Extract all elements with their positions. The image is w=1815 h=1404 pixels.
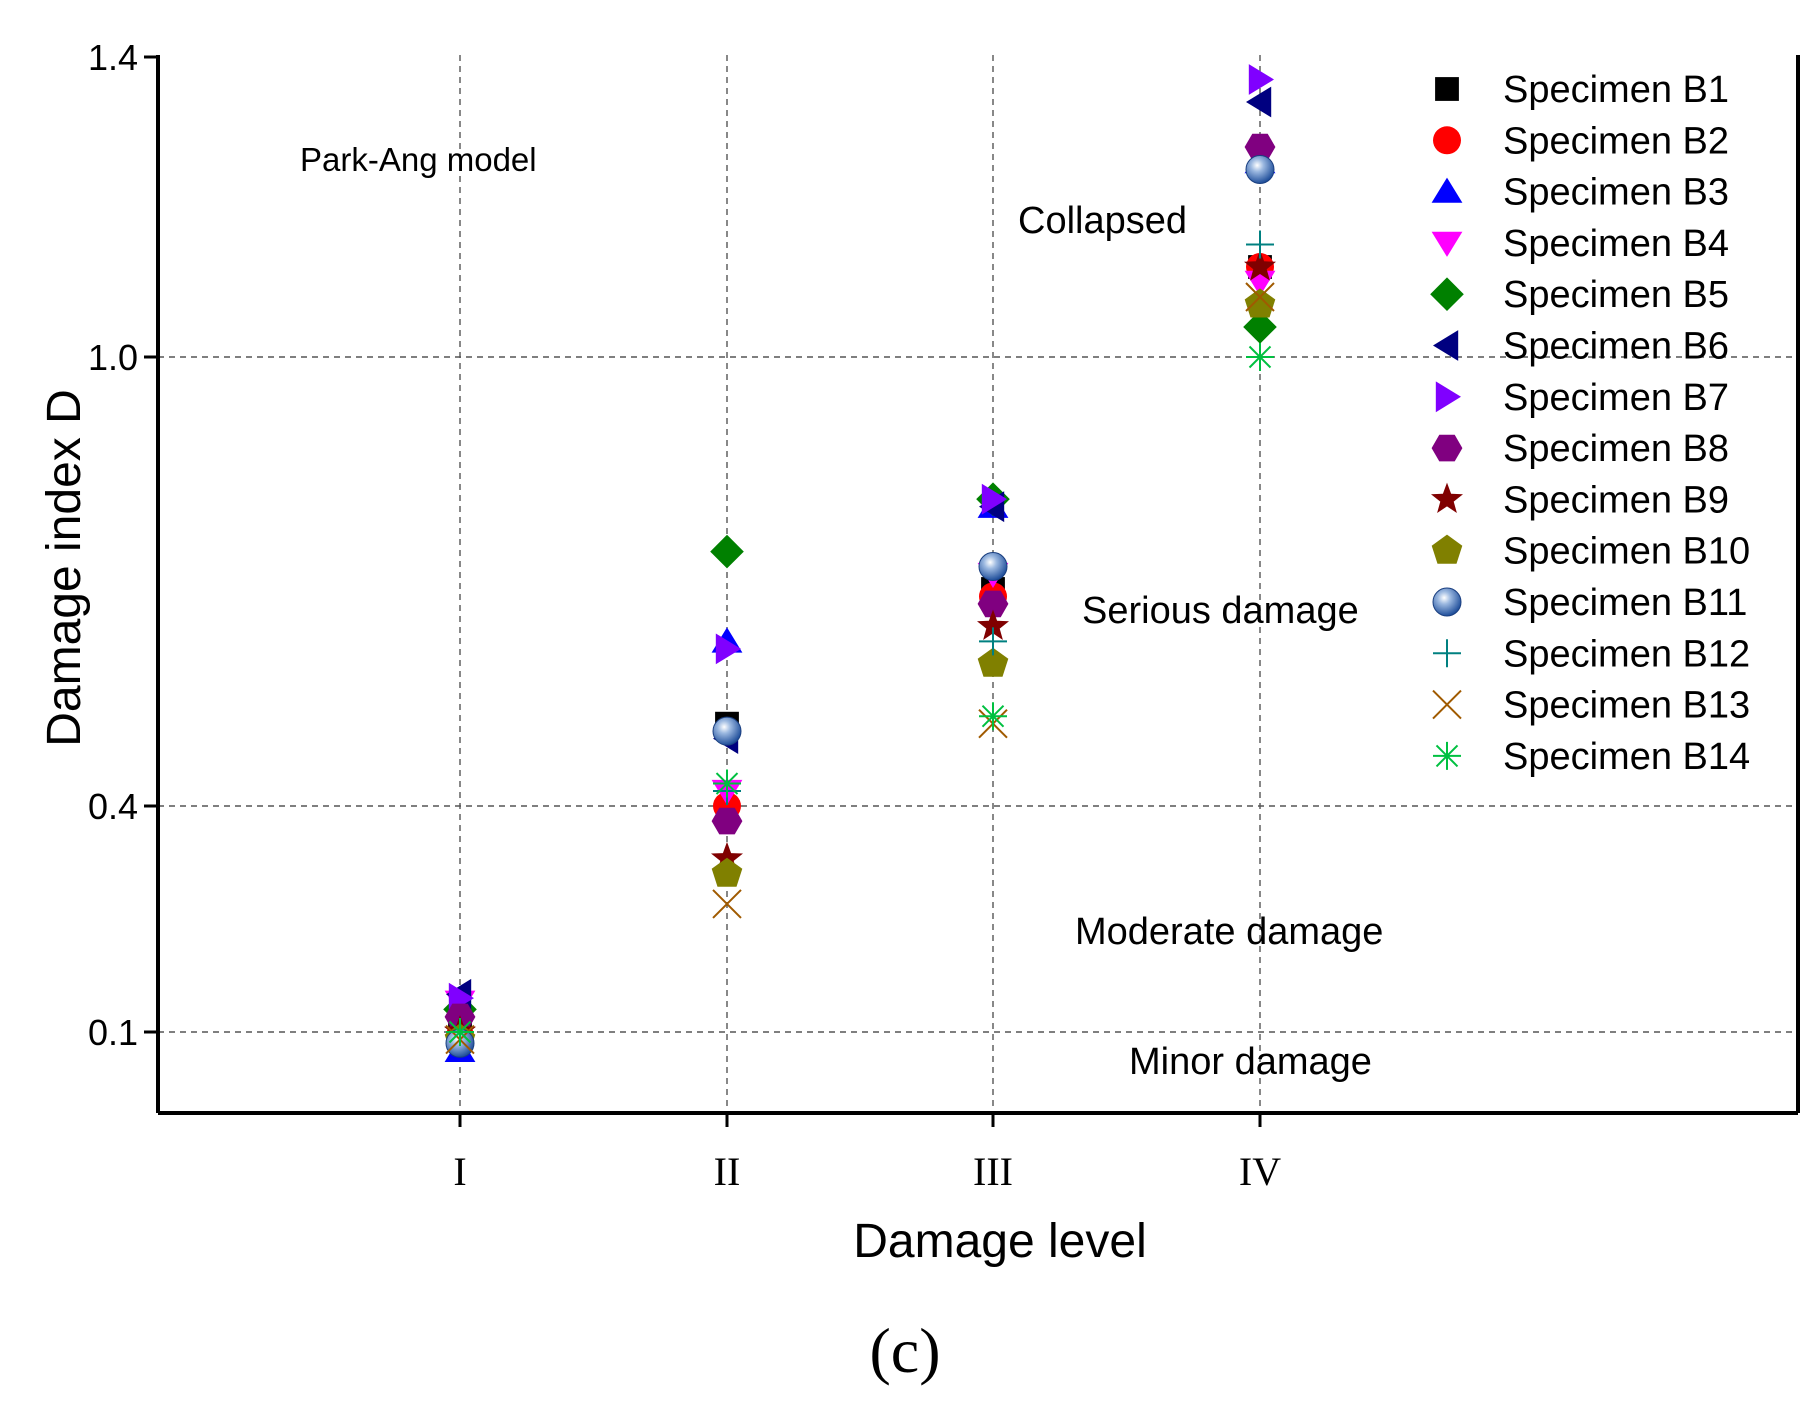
legend-item: Specimen B12	[1433, 633, 1750, 675]
legend: Specimen B1 Specimen B2 Specimen B3 Specime…	[1430, 69, 1750, 778]
zone-label-serious: Serious damage	[1082, 590, 1359, 632]
data-point: Specimen B12 IV: 1.15	[1246, 230, 1274, 259]
legend-label: Specimen B7	[1503, 377, 1729, 419]
legend-label: Specimen B8	[1503, 428, 1729, 470]
x-tick-label: IV	[1239, 1149, 1281, 1194]
legend-label: Specimen B11	[1503, 582, 1747, 624]
y-tick-label: 1.4	[88, 37, 138, 78]
legend-label: Specimen B9	[1503, 479, 1729, 521]
data-point: Specimen B9 IV: 1.12	[1244, 250, 1276, 281]
data-point: Specimen B12 III: 0.62	[979, 627, 1007, 656]
panel-label: (c)	[869, 1315, 940, 1386]
series-specimen-b14: Specimen B14 I: 0.1 Specimen B14 II: 0.43…	[446, 343, 1274, 1046]
legend-label: Specimen B6	[1503, 326, 1729, 368]
data-point: Specimen B7 III: 0.81	[981, 483, 1007, 515]
x-tick-label: III	[973, 1149, 1013, 1194]
legend-label: Specimen B12	[1503, 633, 1750, 675]
data-point: Specimen B13 II: 0.27	[712, 889, 742, 919]
legend-label: Specimen B5	[1503, 274, 1729, 316]
zone-label-moderate: Moderate damage	[1075, 911, 1383, 953]
data-point: Specimen B7 II: 0.61	[715, 633, 741, 665]
series-specimen-b4: Specimen B4 I: 0.14Specimen B4 II: 0.42S…	[444, 270, 1276, 1016]
legend-marker	[1432, 689, 1462, 720]
legend-marker	[1431, 231, 1463, 257]
data-point: Specimen B10 IV: 1.07	[1244, 288, 1276, 318]
legend-item: Specimen B13	[1432, 685, 1750, 727]
data-point: Specimen B11 III: 0.72	[978, 552, 1008, 582]
legend-item: Specimen B8	[1431, 428, 1729, 470]
legend-item: Specimen B2	[1433, 120, 1729, 162]
data-point: Specimen B11 II: 0.5	[712, 716, 742, 746]
legend-marker	[1433, 330, 1459, 361]
legend-item: Specimen B10	[1431, 531, 1750, 573]
legend-marker	[1433, 639, 1461, 668]
legend-item: Specimen B14	[1433, 736, 1750, 778]
legend-marker	[1431, 177, 1463, 203]
data-point: Specimen B8 III: 0.67	[977, 590, 1009, 618]
data-point: Specimen B13 IV: 1.08	[1245, 282, 1275, 312]
legend-marker	[1430, 277, 1464, 311]
zone-label-minor: Minor damage	[1129, 1041, 1372, 1083]
legend-item: Specimen B1	[1435, 69, 1729, 111]
legend-item: Specimen B6	[1433, 326, 1729, 368]
legend-label: Specimen B13	[1503, 685, 1750, 727]
data-point: Specimen B10 II: 0.31	[711, 857, 743, 887]
series-specimen-b11: Specimen B11 I: 0.085Specimen B11 II: 0.…	[445, 155, 1275, 1058]
legend-item: Specimen B5	[1430, 274, 1729, 316]
y-tick-labels: 0.1 0.4 1.0 1.4	[88, 37, 138, 1053]
y-tick-label: 1.0	[88, 337, 138, 378]
legend-label: Specimen B10	[1503, 531, 1750, 573]
data-point: Specimen B8 IV: 1.28	[1244, 133, 1276, 161]
legend-marker	[1432, 587, 1462, 617]
legend-marker	[1435, 381, 1461, 413]
data-point: Specimen B6 IV: 1.34	[1246, 86, 1272, 118]
y-tick-label: 0.1	[88, 1012, 138, 1053]
legend-marker	[1433, 126, 1461, 155]
data-point: Specimen B14 IV: 1	[1246, 343, 1274, 371]
legend-item: Specimen B4	[1431, 223, 1729, 265]
data-point: Specimen B7 IV: 1.37	[1248, 64, 1274, 95]
data-point: Specimen B5 II: 0.74	[710, 534, 744, 569]
data-point: Specimen B5 IV: 1.04	[1243, 310, 1277, 344]
legend-item: Specimen B7	[1435, 377, 1729, 419]
legend-marker	[1433, 741, 1461, 770]
plot-frame	[156, 55, 1800, 1115]
legend-label: Specimen B2	[1503, 120, 1729, 162]
data-point: Specimen B14 I: 0.1	[446, 1018, 474, 1046]
legend-marker	[1431, 482, 1463, 513]
y-tick-label: 0.4	[88, 786, 138, 827]
legend-item: Specimen B11	[1432, 582, 1747, 624]
data-point: Specimen B8 II: 0.38	[711, 807, 743, 835]
data-point: Specimen B14 III: 0.52	[979, 702, 1007, 731]
zone-label-collapsed: Collapsed	[1018, 200, 1187, 242]
legend-item: Specimen B3	[1431, 172, 1729, 214]
legend-marker	[1435, 77, 1459, 101]
legend-label: Specimen B1	[1503, 69, 1729, 111]
data-point: Specimen B9 II: 0.33	[711, 841, 743, 873]
legend-label: Specimen B4	[1503, 223, 1729, 265]
x-tick-label: I	[453, 1149, 466, 1194]
legend-item: Specimen B9	[1431, 479, 1729, 521]
data-point: Specimen B14 II: 0.43	[713, 769, 741, 798]
y-axis-label: Damage index D	[38, 389, 91, 747]
legend-label: Specimen B14	[1503, 736, 1750, 778]
legend-marker	[1431, 534, 1463, 564]
axis-ticks	[144, 55, 1262, 1127]
x-axis-label: Damage level	[853, 1215, 1146, 1268]
x-tick-label: II	[714, 1149, 741, 1194]
x-tick-labels: I II III IV	[453, 1149, 1281, 1194]
data-point: Specimen B11 IV: 1.25	[1245, 155, 1275, 184]
legend-marker	[1431, 434, 1463, 462]
data-point: Specimen B9 III: 0.64	[977, 609, 1009, 640]
model-label: Park-Ang model	[300, 141, 537, 178]
data-point: Specimen B10 III: 0.59	[977, 647, 1009, 677]
legend-label: Specimen B3	[1503, 172, 1729, 214]
